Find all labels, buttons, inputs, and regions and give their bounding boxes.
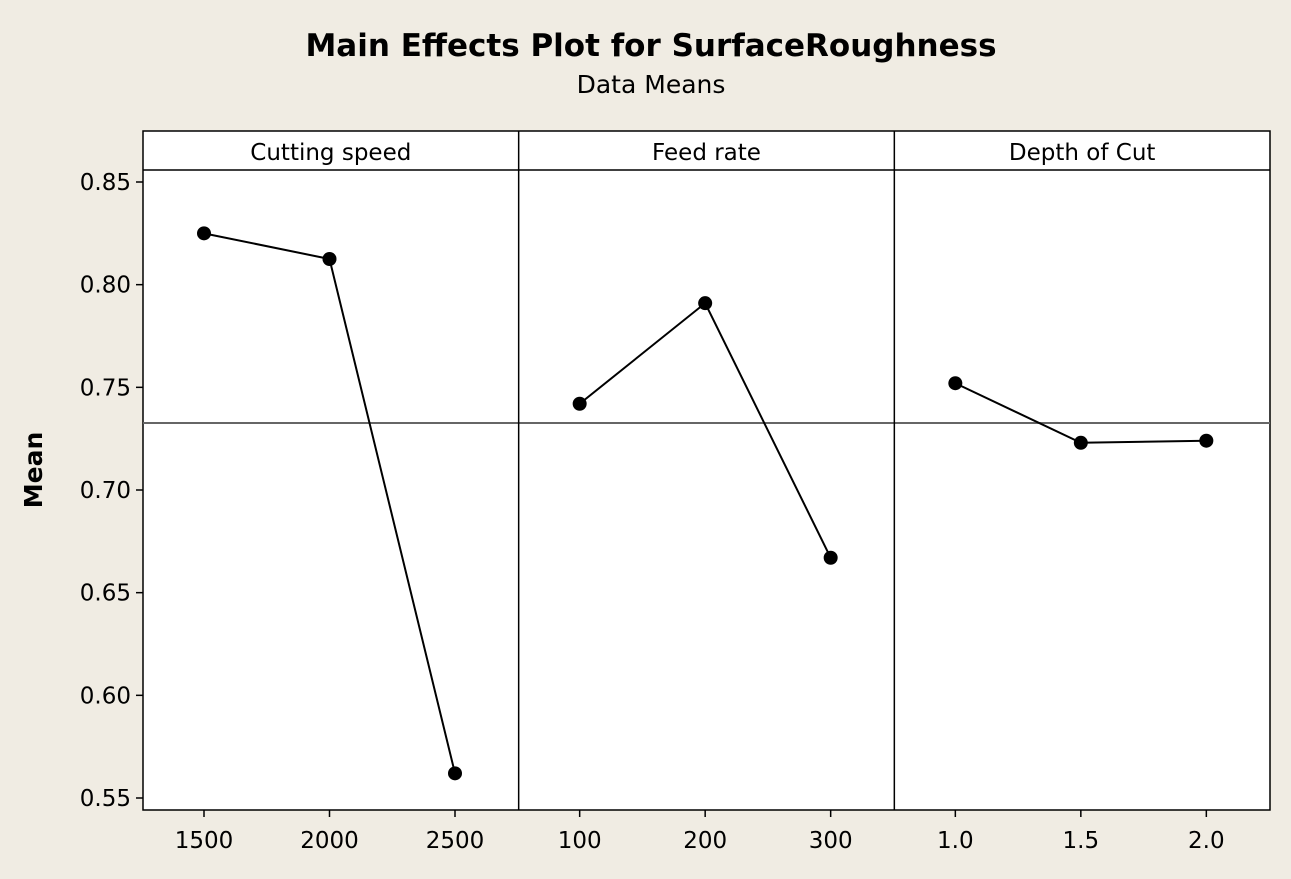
data-point: [948, 376, 963, 391]
data-point: [322, 252, 337, 266]
data-point: [1073, 435, 1088, 450]
y-tick-label: 0.75: [80, 375, 131, 401]
panel-strip-label: Cutting speed: [250, 140, 411, 166]
y-axis-label: Mean: [19, 432, 48, 509]
data-point: [823, 550, 838, 565]
x-tick-label: 2500: [426, 828, 485, 854]
data-point: [572, 396, 587, 411]
data-point: [197, 226, 211, 241]
plot-frame: [142, 130, 1271, 811]
x-tick-label: 1.5: [1063, 828, 1100, 854]
y-tick-label: 0.60: [80, 683, 131, 709]
chart-subtitle: Data Means: [577, 70, 726, 99]
y-tick-label: 0.85: [80, 170, 131, 196]
panel-strip-label: Depth of Cut: [1009, 140, 1156, 166]
y-tick-label: 0.65: [80, 581, 131, 607]
data-point: [698, 296, 713, 311]
x-tick-label: 1500: [175, 828, 234, 854]
x-tick-label: 2.0: [1188, 828, 1225, 854]
y-tick-label: 0.55: [80, 786, 131, 812]
x-tick-label: 300: [809, 828, 853, 854]
data-point: [448, 766, 462, 781]
panel-strip-label: Feed rate: [652, 140, 761, 166]
x-tick-label: 100: [558, 828, 602, 854]
x-tick-label: 1.0: [937, 828, 974, 854]
data-point: [1199, 433, 1214, 448]
x-tick-label: 2000: [300, 828, 359, 854]
x-tick-label: 200: [683, 828, 727, 854]
y-tick-label: 0.80: [80, 273, 131, 299]
chart-title: Main Effects Plot for SurfaceRoughness: [305, 28, 996, 64]
y-tick-label: 0.70: [80, 478, 131, 504]
